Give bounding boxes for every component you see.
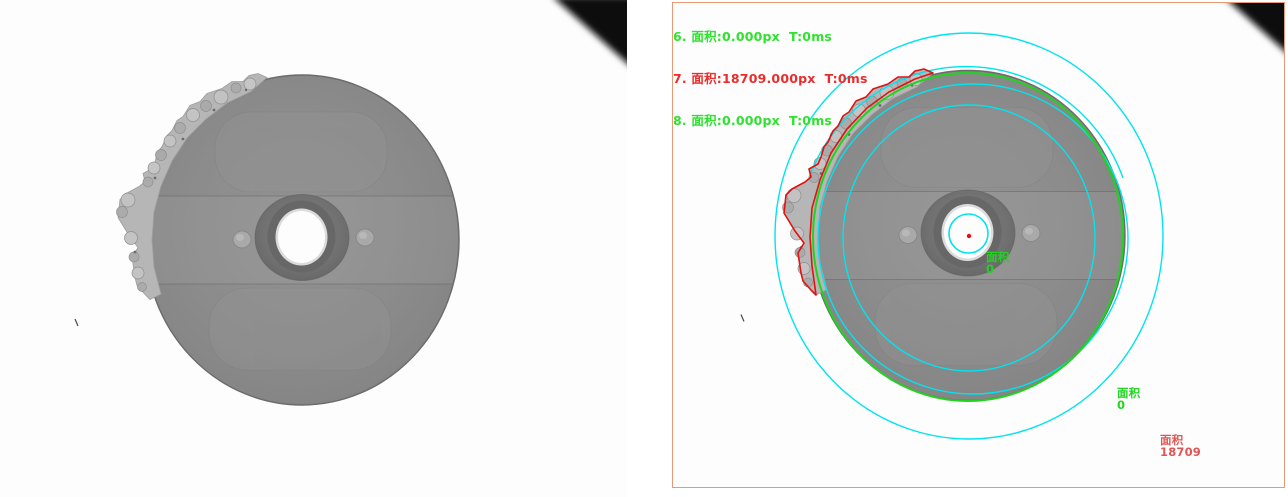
right-image-panel[interactable]: [666, 0, 1288, 493]
center-point-marker: [966, 233, 972, 239]
roi-circle-edge: [817, 83, 1129, 395]
area-label-outer: 面积 0: [1117, 386, 1141, 412]
raw-part-image: [0, 0, 660, 497]
defect-contour: [783, 68, 934, 296]
roi-circle-outer: [774, 32, 1164, 440]
legend-line-6: 6. 面积:0.000px T:0ms: [673, 29, 833, 44]
area-label-outer-value: 0: [1117, 397, 1126, 412]
fitted-edge-circle: [812, 72, 1124, 402]
area-label-center-title: 面积: [986, 250, 1010, 264]
measurement-legend: 6. 面积:0.000px T:0ms 7. 面积:18709.000px T:…: [673, 2, 868, 156]
left-image-panel[interactable]: [0, 0, 660, 497]
area-label-center: 面积 0: [986, 250, 1010, 276]
area-label-defect-value: 18709: [1160, 444, 1202, 459]
legend-line-8: 8. 面积:0.000px T:0ms: [673, 113, 833, 128]
result-panel-border: [672, 2, 1285, 488]
roi-circles-cyan: [774, 32, 1164, 440]
area-label-center-value: 0: [986, 261, 995, 276]
legend-line-7: 7. 面积:18709.000px T:0ms: [673, 71, 868, 86]
area-label-defect-title: 面积: [1160, 433, 1184, 447]
area-label-outer-title: 面积: [1117, 386, 1141, 400]
roi-arc-upper: [808, 65, 1124, 179]
roi-circle-inner: [842, 104, 1096, 372]
area-label-defect: 面积 18709: [1160, 433, 1202, 459]
roi-circle-hole: [948, 213, 989, 254]
